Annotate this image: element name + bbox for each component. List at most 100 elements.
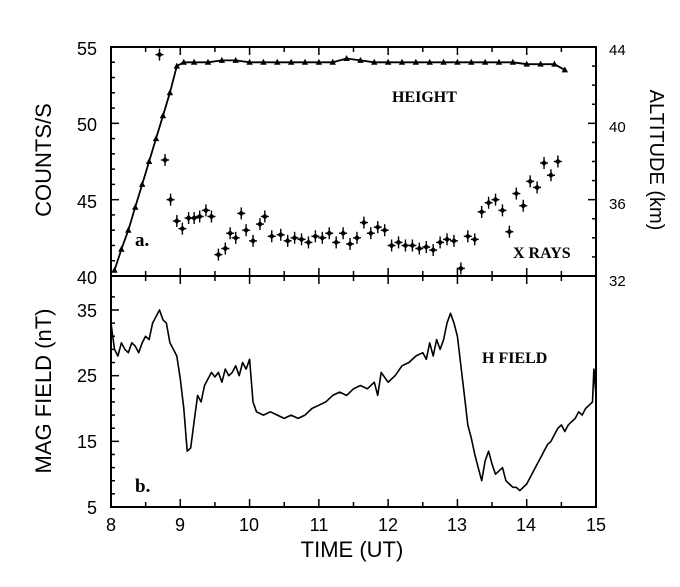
xray-point <box>436 239 444 246</box>
height-triangle-marker <box>551 60 558 67</box>
height-triangle-marker <box>173 62 181 69</box>
y-tick-label-counts-40: 40 <box>77 268 97 288</box>
xray-point <box>312 233 319 240</box>
annotation-hfield: H FIELD <box>482 350 547 367</box>
xray-point <box>547 172 555 179</box>
height-triangle-marker <box>287 58 295 65</box>
xray-point <box>261 213 268 220</box>
y-axis-label-magfield: MAG FIELD (nT) <box>31 308 56 473</box>
height-triangle-marker <box>190 58 198 65</box>
height-triangle-marker <box>357 56 364 63</box>
xray-point <box>202 207 210 214</box>
height-triangle-marker <box>204 58 212 65</box>
panel-a-frame <box>110 46 597 277</box>
height-triangle-marker <box>329 58 336 65</box>
height-triangle-marker <box>132 203 139 210</box>
height-triangle-marker <box>481 58 489 65</box>
xray-point <box>179 225 186 232</box>
xray-point <box>227 230 234 237</box>
xray-point <box>249 237 257 244</box>
xray-point <box>520 202 527 209</box>
xray-point <box>430 246 437 254</box>
xray-point <box>284 237 291 244</box>
xray-point <box>339 230 347 237</box>
xray-point <box>464 233 471 240</box>
annotation-height: HEIGHT <box>392 89 457 106</box>
x-tick-label-12: 12 <box>378 515 398 535</box>
xray-point <box>395 239 402 246</box>
panel-b-frame <box>110 275 597 508</box>
height-triangle-marker <box>138 180 146 187</box>
xray-point <box>554 158 562 165</box>
height-triangle-marker <box>561 66 569 73</box>
y-tick-label-mag-25: 25 <box>77 366 97 386</box>
y-tick-label-counts-55: 55 <box>77 39 97 59</box>
height-triangle-marker <box>145 158 153 164</box>
xray-point <box>305 239 312 246</box>
xray-point <box>485 199 492 206</box>
height-triangle-marker <box>371 58 378 65</box>
xray-point <box>156 51 163 58</box>
annotation-xrays: X RAYS <box>513 245 571 262</box>
xray-point <box>527 178 534 185</box>
y-tick-label-counts-45: 45 <box>77 192 97 212</box>
xray-point <box>471 236 478 243</box>
xray-point <box>499 207 506 214</box>
height-triangle-marker <box>260 58 267 65</box>
y-tick-label-mag-35: 35 <box>77 301 97 321</box>
height-triangle-marker <box>412 58 420 65</box>
height-triangle-marker <box>111 266 118 273</box>
height-triangle-marker <box>301 58 309 65</box>
xray-point <box>416 245 423 252</box>
height-triangle-marker <box>246 58 253 65</box>
xray-point <box>360 219 368 226</box>
height-triangle-marker <box>180 58 187 65</box>
height-triangle-marker <box>495 58 503 65</box>
xray-point <box>232 234 239 241</box>
xray-point <box>409 242 416 249</box>
y-tick-label-mag-5: 5 <box>87 498 97 518</box>
height-triangle-marker <box>274 58 281 65</box>
xray-point <box>367 230 374 237</box>
xray-point <box>291 234 298 241</box>
height-series-line <box>113 57 566 271</box>
xray-point <box>450 237 458 244</box>
xray-point <box>388 242 395 249</box>
xray-point <box>506 228 513 235</box>
panel-label-b: b. <box>135 476 150 497</box>
height-triangle-marker <box>159 112 167 119</box>
xray-point <box>540 159 548 167</box>
height-triangle-marker <box>218 56 226 63</box>
xray-point <box>423 243 430 251</box>
xray-point <box>457 265 465 272</box>
y-tick-label-alt-36: 36 <box>609 196 626 213</box>
height-triangle-marker <box>232 56 239 63</box>
height-triangle-marker <box>152 135 160 142</box>
height-triangle-marker <box>343 54 350 61</box>
height-triangle-marker <box>118 245 125 252</box>
xray-point <box>346 240 354 248</box>
x-tick-label-10: 10 <box>239 515 259 535</box>
height-triangle-marker <box>125 226 132 233</box>
chart-marks <box>110 46 597 508</box>
height-triangle-marker <box>166 89 174 96</box>
xray-point <box>173 217 180 225</box>
x-tick-label-9: 9 <box>175 515 185 535</box>
height-triangle-marker <box>454 58 461 65</box>
xray-point <box>161 156 169 164</box>
height-triangle-marker <box>537 60 544 67</box>
x-tick-label-8: 8 <box>106 515 116 535</box>
height-triangle-marker <box>315 58 323 65</box>
xray-point <box>277 231 284 238</box>
xray-point <box>533 184 541 191</box>
xray-point <box>215 251 222 258</box>
xray-point <box>298 236 305 243</box>
xray-point <box>402 242 409 249</box>
x-axis-label: TIME (UT) <box>301 537 404 562</box>
xray-point <box>222 245 229 252</box>
y-axis-label-altitude: ALTITUDE (km) <box>645 90 667 231</box>
y-tick-label-mag-15: 15 <box>77 432 97 452</box>
height-triangle-marker <box>398 58 406 65</box>
xray-point <box>167 196 174 203</box>
